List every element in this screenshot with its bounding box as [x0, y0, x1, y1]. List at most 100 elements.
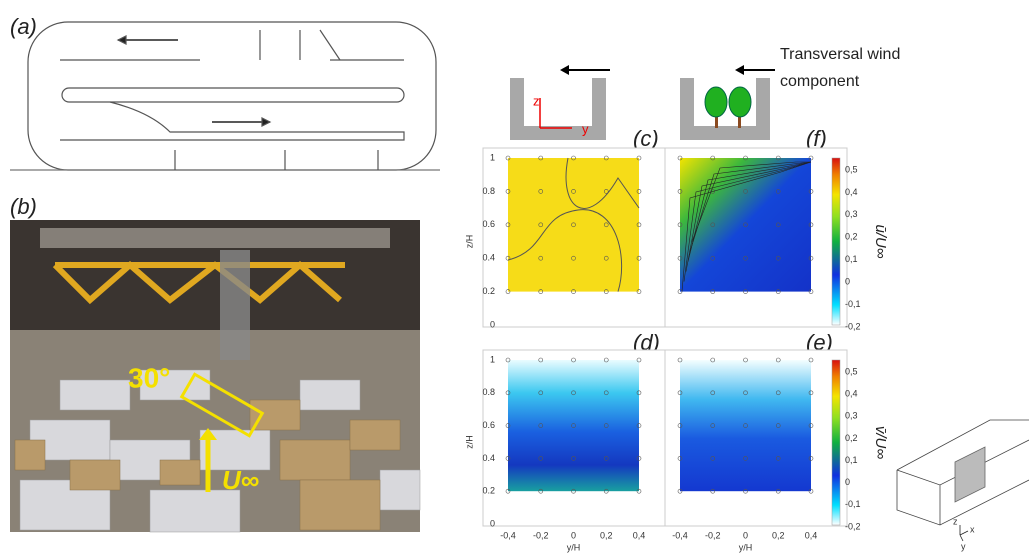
- y-tick-label: 0.8: [482, 186, 495, 196]
- y-tick-label: 0.4: [482, 453, 495, 463]
- probe-point: [636, 222, 642, 228]
- probe-point: [505, 155, 511, 161]
- probe-point: [808, 456, 814, 461]
- colorbar-tick-label: 0,1: [845, 455, 858, 465]
- probe-point: [603, 423, 609, 428]
- x-tick-label: 0,2: [600, 530, 613, 540]
- probe-point: [603, 390, 609, 396]
- contour-line: [683, 161, 812, 282]
- probe-point: [603, 289, 609, 294]
- probe-point: [505, 423, 511, 428]
- probe-point: [775, 189, 781, 194]
- probe-point: [603, 255, 609, 261]
- colorbar-tick-label: -0,2: [845, 521, 861, 531]
- probe-point: [710, 456, 716, 461]
- probe-point: [505, 289, 511, 294]
- contour-field: [508, 360, 639, 492]
- colorbar-label: ū/U∞: [872, 224, 889, 258]
- wind-tunnel-sketch: [10, 21, 440, 171]
- probe-point: [571, 357, 576, 363]
- contour-line: [689, 161, 812, 252]
- colorbar-tick-label: 0,3: [845, 411, 858, 421]
- probe-point: [775, 390, 781, 396]
- probe-point: [538, 423, 544, 428]
- colorbar-tick-label: 0,5: [845, 366, 858, 376]
- probe-point: [743, 255, 748, 261]
- x-axis-label: y/H: [567, 542, 581, 552]
- panel-label: (b): [10, 194, 37, 219]
- colorbar: [831, 157, 841, 326]
- probe-point: [710, 423, 716, 428]
- y-tick-label: 0.2: [482, 486, 495, 496]
- probe-point: [538, 456, 544, 461]
- y-axis-label: z/H: [464, 235, 474, 249]
- probe-point: [636, 155, 642, 161]
- probe-point: [808, 357, 814, 363]
- x-tick-label: 0,2: [772, 530, 785, 540]
- probe-point: [775, 357, 781, 363]
- probe-point: [710, 189, 716, 194]
- probe-point: [743, 155, 748, 161]
- probe-point: [677, 488, 683, 494]
- probe-point: [538, 189, 544, 194]
- y-tick-label: 0: [490, 319, 495, 329]
- probe-point: [677, 189, 683, 194]
- x-tick-label: -0,4: [500, 530, 516, 540]
- probe-point: [743, 488, 748, 494]
- probe-point: [538, 390, 544, 396]
- probe-point: [677, 222, 683, 228]
- probe-point: [538, 488, 544, 494]
- probe-point: [636, 488, 642, 494]
- probe-point: [636, 423, 642, 428]
- probe-point: [775, 488, 781, 494]
- contour-line: [685, 161, 812, 272]
- velocity-label: U∞: [222, 465, 259, 495]
- domain-sketch: [896, 419, 1029, 542]
- axis3d-z: z: [953, 516, 958, 526]
- angle-label: 30°: [128, 362, 170, 393]
- probe-point: [538, 222, 544, 228]
- probe-point: [775, 222, 781, 228]
- probe-point: [505, 456, 511, 461]
- inset-z: z: [533, 93, 540, 108]
- probe-point: [808, 189, 814, 194]
- probe-point: [677, 255, 683, 261]
- contour-line: [507, 209, 623, 292]
- colorbar-tick-label: 0,2: [845, 433, 858, 443]
- colorbar-tick-label: -0,1: [845, 499, 861, 509]
- y-tick-label: 1: [490, 354, 495, 364]
- y-tick-label: 0.8: [482, 387, 495, 397]
- probe-point: [808, 222, 814, 228]
- probe-point: [636, 289, 642, 294]
- colorbar-tick-label: 0,4: [845, 389, 858, 399]
- probe-point: [710, 289, 716, 294]
- canyon-sketches: [510, 65, 775, 140]
- probe-point: [743, 423, 748, 428]
- probe-point: [677, 456, 683, 461]
- photo: [10, 220, 421, 533]
- probe-point: [538, 357, 544, 363]
- probe-point: [808, 289, 814, 294]
- probe-point: [677, 357, 683, 363]
- probe-point: [808, 155, 814, 161]
- probe-point: [636, 255, 642, 261]
- x-tick-label: 0: [571, 530, 576, 540]
- probe-point: [775, 155, 781, 161]
- probe-point: [571, 423, 576, 428]
- colorbar-tick-label: 0,2: [845, 232, 858, 242]
- contour-line: [691, 161, 811, 242]
- probe-point: [743, 456, 748, 461]
- axis3d-x: x: [970, 524, 975, 534]
- probe-point: [603, 222, 609, 228]
- panel-label: (c): [633, 126, 659, 151]
- probe-point: [677, 423, 683, 428]
- contour-field: [680, 158, 811, 292]
- colorbar: [831, 359, 841, 526]
- y-tick-label: 0.4: [482, 253, 495, 263]
- probe-point: [603, 357, 609, 363]
- contour-line: [681, 161, 812, 292]
- colorbar-tick-label: -0,2: [845, 321, 861, 331]
- probe-point: [538, 155, 544, 161]
- probe-point: [603, 189, 609, 194]
